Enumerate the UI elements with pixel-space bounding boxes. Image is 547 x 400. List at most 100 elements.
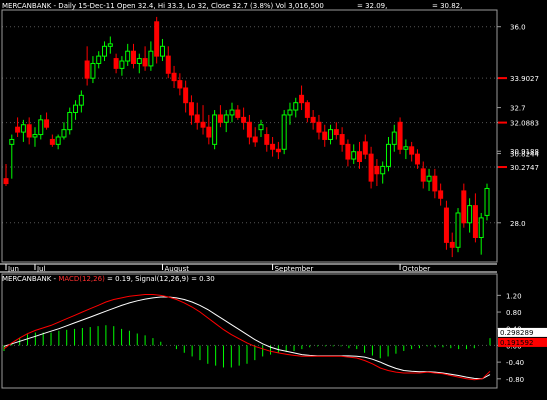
candle-down: [26, 124, 32, 138]
candle-down: [49, 138, 55, 145]
candle-down: [304, 102, 310, 118]
candle-down: [206, 126, 212, 138]
price-tick-label: 30.9188: [510, 148, 539, 156]
readout-1: = 32.09,: [357, 2, 388, 10]
macd-header: MERCANBANK - MACD(12,26) = 0.19, Signal(…: [2, 275, 215, 284]
candle-up: [90, 62, 96, 79]
candle-down: [246, 121, 252, 138]
macd-values: = 0.19, Signal(12,26,9) = 0.30: [107, 275, 215, 283]
date-tick-label: September: [275, 265, 314, 273]
candle-up: [258, 124, 264, 131]
candle-up: [32, 134, 38, 138]
candle-up: [229, 109, 235, 116]
candle-down: [299, 94, 305, 104]
candle-up: [403, 146, 409, 150]
price-tick-label: 30.2747: [510, 164, 539, 172]
candle-up: [212, 114, 218, 145]
macd-tick-label: 0.80: [506, 309, 522, 317]
candle-up: [125, 50, 131, 62]
candle-up: [293, 102, 299, 111]
candle-down: [270, 143, 276, 150]
macd-panel-frame: [1, 273, 498, 389]
candle-down: [438, 190, 444, 199]
candle-down: [183, 87, 189, 104]
candle-down: [420, 168, 426, 182]
candle-up: [223, 114, 229, 123]
candle-up: [55, 136, 61, 145]
price-tick-label: 33.9027: [510, 75, 539, 83]
candle-up: [281, 114, 287, 150]
candle-up: [20, 124, 26, 133]
candle-up: [102, 45, 108, 57]
candle-down: [200, 121, 206, 128]
candle-down: [194, 114, 200, 123]
price-candles: [3, 16, 490, 258]
candle-up: [61, 129, 67, 138]
date-tick-label: October: [402, 265, 430, 273]
candle-up: [287, 109, 293, 116]
candle-down: [264, 134, 270, 145]
price-header: MERCANBANK - Daily 15-Dec-11 Open 32.4, …: [2, 2, 324, 11]
candle-down: [316, 121, 322, 133]
candle-up: [136, 58, 142, 64]
candle-up: [73, 104, 79, 113]
macd-line: [3, 294, 491, 381]
price-tick-label: 36.0: [510, 24, 526, 32]
candle-up: [478, 217, 484, 238]
candle-down: [357, 151, 363, 163]
candle-down: [472, 205, 478, 238]
candle-down: [171, 72, 177, 82]
price-tick-label: 28.0: [510, 220, 526, 228]
candle-up: [96, 55, 102, 64]
candle-down: [15, 126, 21, 133]
macd-panel: [3, 294, 491, 381]
date-tick-label: August: [164, 265, 189, 273]
candle-down: [310, 116, 316, 123]
candle-down: [217, 114, 223, 123]
candle-down: [44, 119, 50, 128]
panel-frames: [0, 9, 498, 389]
price-tick-label: 30.8244: [510, 151, 539, 159]
candle-down: [113, 58, 119, 69]
candle-down: [397, 121, 403, 150]
date-tick-label: Jul: [36, 265, 46, 273]
candle-down: [345, 143, 351, 160]
macd-tick-label: -0.80: [506, 376, 524, 384]
candle-down: [362, 141, 368, 155]
signal-value-badge: 0.298289: [498, 327, 547, 337]
candle-down: [177, 80, 183, 89]
candle-down: [333, 129, 339, 136]
signal-badge-bg: [498, 327, 547, 337]
candle-down: [374, 165, 380, 175]
macd-badge-text: 0.191592: [500, 339, 533, 347]
candle-down: [368, 153, 374, 182]
candle-down: [252, 136, 258, 143]
grid-layer: [2, 26, 497, 346]
macd-value-badge: 0.191592: [498, 337, 547, 347]
candle-down: [154, 21, 160, 57]
candle-up: [9, 138, 15, 145]
candle-down: [322, 131, 328, 140]
candle-down: [461, 190, 467, 224]
candle-down: [3, 178, 9, 185]
candle-up: [148, 50, 154, 67]
candle-up: [385, 143, 391, 167]
signal-line: [3, 296, 491, 380]
price-tick-label: 32.0883: [510, 120, 539, 128]
candle-up: [38, 119, 44, 136]
readout-2: = 30.82,: [432, 2, 463, 10]
macd-label: MACD(12,26): [58, 275, 105, 283]
price-tick-label: 32.7: [510, 105, 526, 113]
macd-symbol: MERCANBANK: [2, 275, 52, 283]
macd-tick-label: 1.20: [506, 292, 522, 300]
candle-down: [142, 58, 148, 67]
candle-up: [455, 212, 461, 248]
candle-up: [119, 60, 125, 69]
candle-down: [443, 207, 449, 243]
candle-up: [328, 129, 334, 140]
macd-sep: -: [53, 275, 57, 283]
macd-badge-bg: [498, 337, 547, 347]
